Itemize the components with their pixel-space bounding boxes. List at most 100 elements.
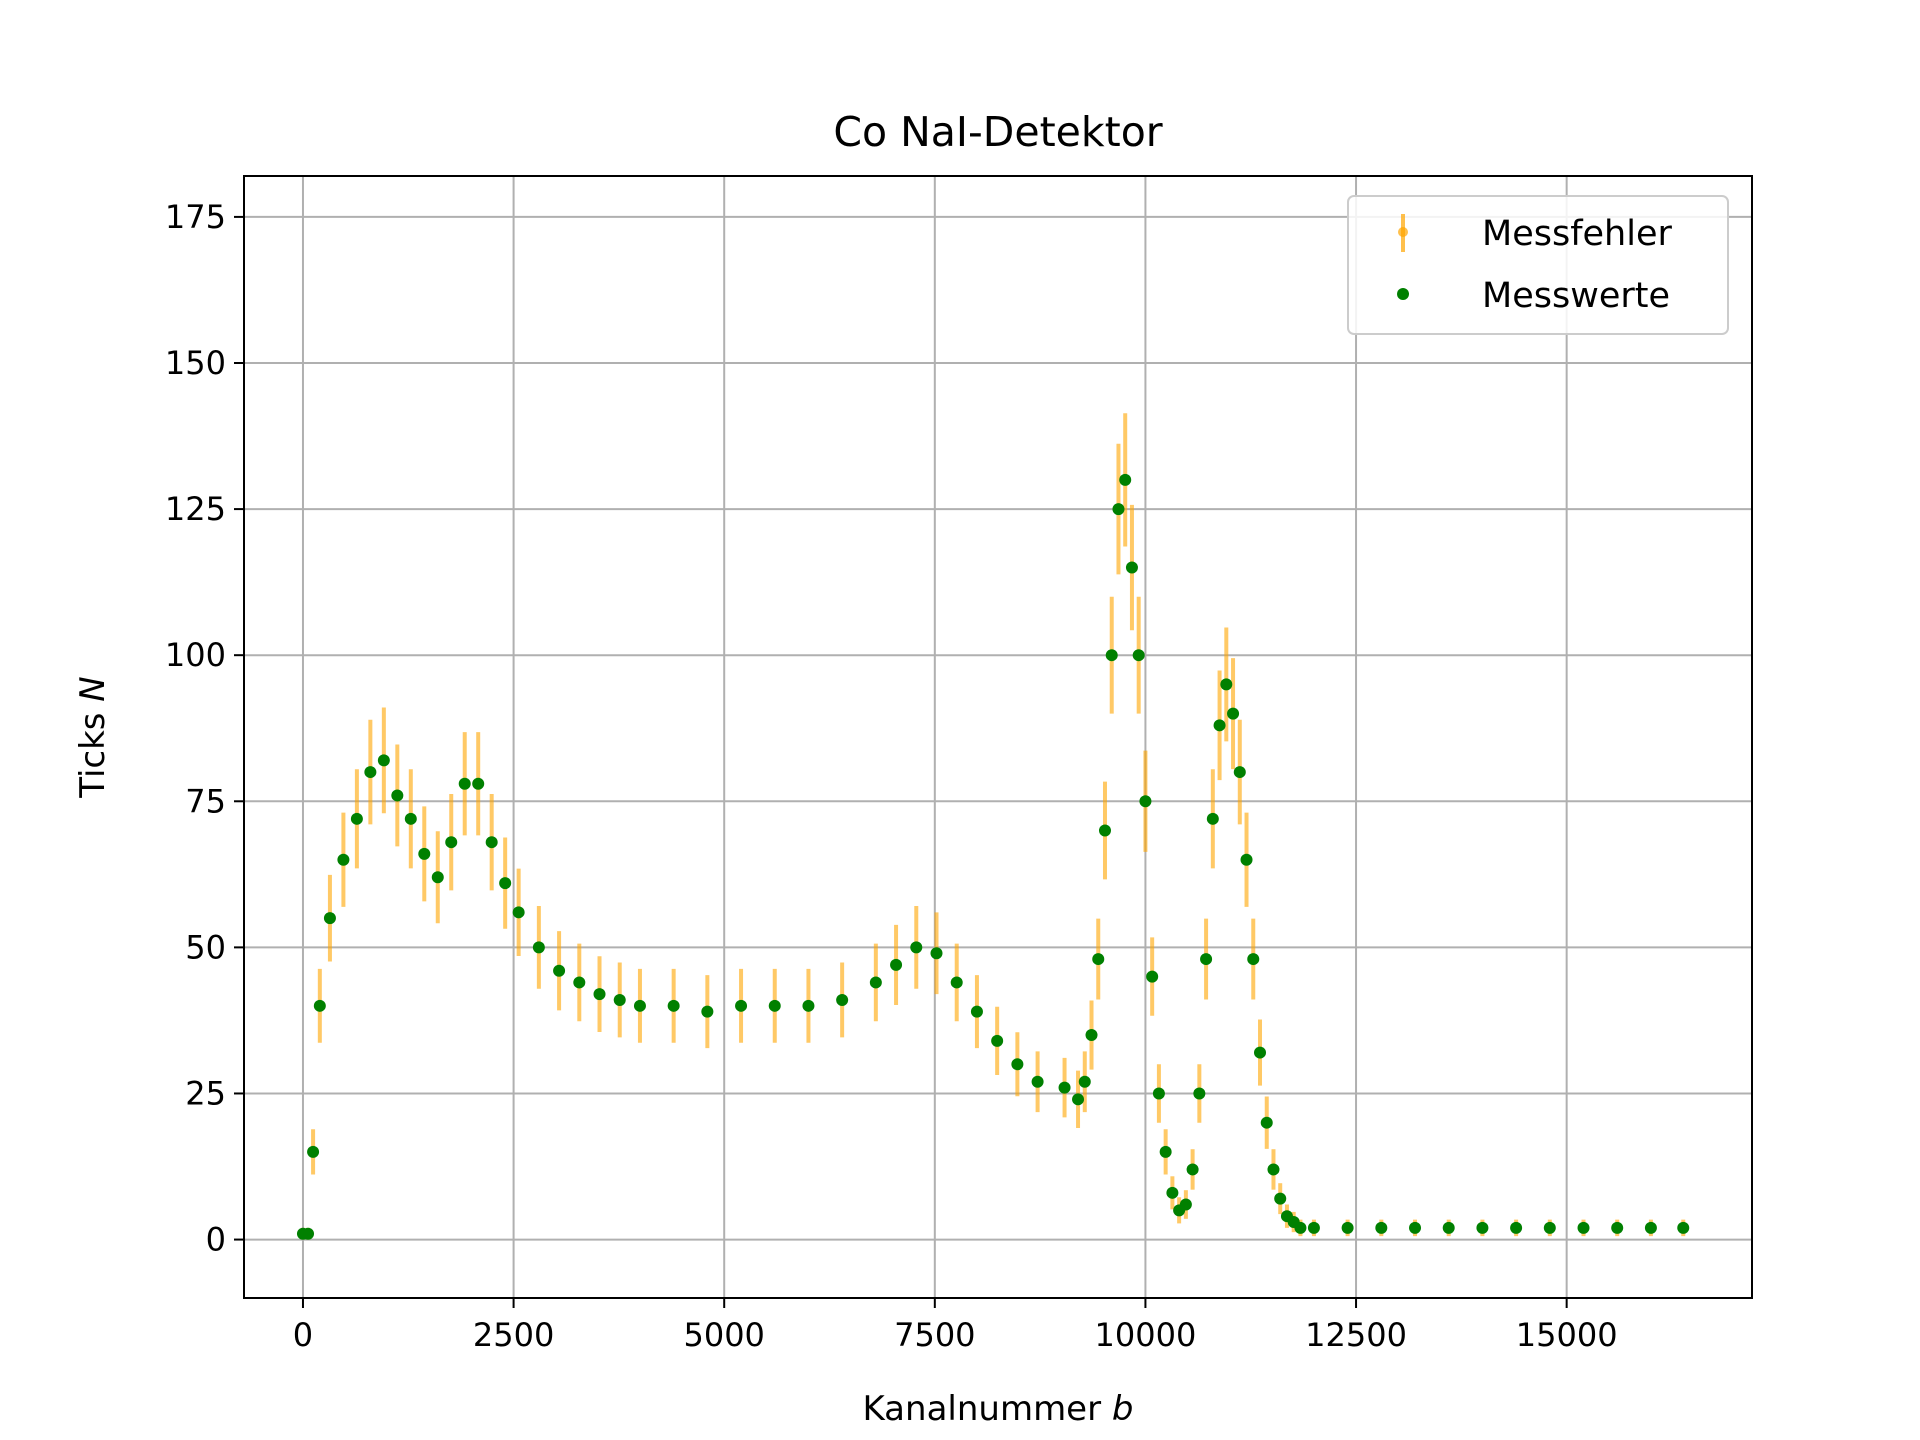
data-point xyxy=(313,999,326,1012)
data-point xyxy=(1375,1221,1388,1234)
data-point xyxy=(1085,1029,1098,1042)
data-point xyxy=(633,999,646,1012)
data-point xyxy=(1166,1186,1179,1199)
data-point xyxy=(1220,678,1233,691)
data-point xyxy=(1677,1221,1690,1234)
data-point xyxy=(1247,953,1260,966)
y-tick-label: 50 xyxy=(185,928,226,966)
x-tick-label: 0 xyxy=(293,1316,313,1354)
data-point xyxy=(1179,1198,1192,1211)
data-point xyxy=(512,906,525,919)
x-tick-label: 7500 xyxy=(894,1316,975,1354)
y-tick-label: 150 xyxy=(165,344,226,382)
y-tick-label: 0 xyxy=(206,1221,226,1259)
data-point xyxy=(553,964,566,977)
data-point xyxy=(1294,1221,1307,1234)
data-point xyxy=(532,941,545,954)
legend-label-messwerte: Messwerte xyxy=(1482,276,1670,316)
data-point xyxy=(667,999,680,1012)
data-point xyxy=(1058,1081,1071,1094)
y-axis-ticks: 0 25 50 75 100 125 150 175 xyxy=(165,198,244,1259)
data-point xyxy=(991,1034,1004,1047)
chart-title: Co NaI-Detektor xyxy=(833,108,1162,156)
legend-label-messfehler: Messfehler xyxy=(1482,214,1672,254)
data-point xyxy=(1119,473,1132,486)
x-tick-label: 5000 xyxy=(683,1316,764,1354)
x-axis-label-text: Kanalnummer xyxy=(862,1389,1101,1429)
data-point xyxy=(1159,1145,1172,1158)
data-point xyxy=(1186,1163,1199,1176)
x-axis-label-symbol: b xyxy=(1112,1389,1134,1429)
data-point xyxy=(1577,1221,1590,1234)
data-point xyxy=(1233,766,1246,779)
data-point xyxy=(431,871,444,884)
y-tick-label: 100 xyxy=(165,636,226,674)
data-point xyxy=(1152,1087,1165,1100)
y-tick-label: 75 xyxy=(185,782,226,820)
x-tick-label: 10000 xyxy=(1095,1316,1197,1354)
legend-marker-messfehler xyxy=(1398,214,1408,252)
data-point xyxy=(950,976,963,989)
data-point xyxy=(364,766,377,779)
x-axis-label: Kanalnummer b xyxy=(862,1389,1133,1429)
data-point xyxy=(1112,503,1125,516)
grid xyxy=(244,176,1752,1298)
data-point xyxy=(768,999,781,1012)
data-point xyxy=(458,777,471,790)
data-point xyxy=(1409,1221,1422,1234)
x-tick-label: 15000 xyxy=(1516,1316,1618,1354)
data-point xyxy=(802,999,815,1012)
data-point xyxy=(1098,824,1111,837)
data-point xyxy=(1072,1093,1085,1106)
x-axis-ticks: 0 2500 5000 7500 10000 12500 15000 xyxy=(293,1298,1618,1354)
data-point xyxy=(485,836,498,849)
data-point xyxy=(499,877,512,890)
y-tick-label: 25 xyxy=(185,1074,226,1112)
data-point xyxy=(593,988,606,1001)
data-point xyxy=(1510,1221,1523,1234)
data-point xyxy=(869,976,882,989)
data-point xyxy=(1139,795,1152,808)
data-point xyxy=(930,947,943,960)
data-point xyxy=(1307,1221,1320,1234)
data-point xyxy=(1644,1221,1657,1234)
data-point xyxy=(1240,853,1253,866)
data-point xyxy=(472,777,485,790)
data-point xyxy=(302,1227,315,1240)
data-point xyxy=(1125,561,1138,574)
data-point xyxy=(970,1005,983,1018)
data-point xyxy=(1274,1192,1287,1205)
data-point xyxy=(890,958,903,971)
data-point xyxy=(910,941,923,954)
legend: Messfehler Messwerte xyxy=(1347,195,1729,335)
data-point xyxy=(701,1005,714,1018)
data-point xyxy=(1611,1221,1624,1234)
data-point xyxy=(377,754,390,767)
data-point xyxy=(1193,1087,1206,1100)
data-point xyxy=(1341,1221,1354,1234)
data-point xyxy=(404,812,417,825)
data-point xyxy=(1031,1075,1044,1088)
y-tick-label: 175 xyxy=(165,198,226,236)
data-point xyxy=(1442,1221,1455,1234)
data-point xyxy=(613,993,626,1006)
data-point xyxy=(1200,953,1213,966)
y-axis-label-symbol: N xyxy=(73,676,113,701)
x-tick-label: 2500 xyxy=(473,1316,554,1354)
data-point xyxy=(1092,953,1105,966)
plot-area xyxy=(244,176,1752,1298)
data-point xyxy=(1213,719,1226,732)
data-point xyxy=(391,789,404,802)
axes-frame xyxy=(243,175,1753,1299)
data-point xyxy=(350,812,363,825)
series-messwerte xyxy=(296,473,1690,1240)
y-axis-label-text: Ticks xyxy=(73,712,113,798)
data-point xyxy=(573,976,586,989)
data-point xyxy=(418,847,431,860)
data-point xyxy=(323,912,336,925)
legend-marker-messwerte xyxy=(1397,288,1409,300)
legend-box xyxy=(1347,195,1729,335)
data-point xyxy=(1543,1221,1556,1234)
